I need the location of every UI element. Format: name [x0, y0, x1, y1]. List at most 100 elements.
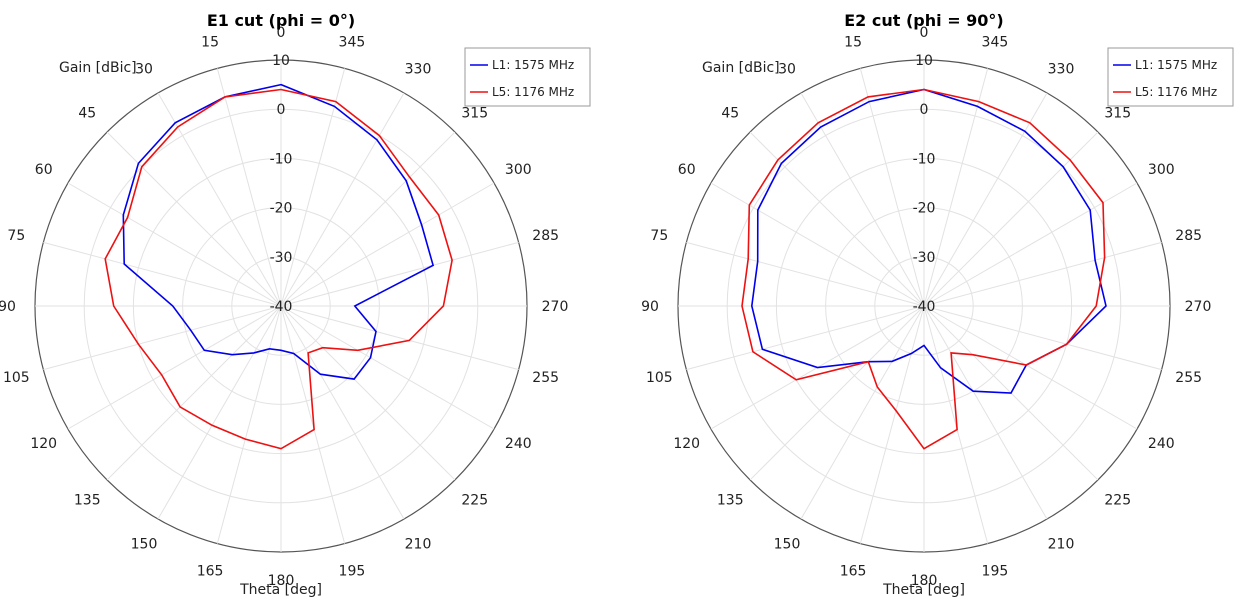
angle-tick-label: 300	[505, 162, 532, 178]
grid-spoke	[281, 306, 519, 370]
radial-tick-label: 0	[277, 102, 286, 118]
angle-tick-label: 255	[532, 370, 559, 386]
grid-spoke	[158, 306, 281, 519]
angle-tick-label: 330	[405, 62, 432, 78]
grid-spoke	[924, 242, 1162, 306]
angle-tick-label: 60	[35, 162, 53, 178]
angle-tick-label: 165	[840, 564, 867, 580]
grid-spoke	[924, 306, 1162, 370]
grid-spoke	[924, 306, 1047, 519]
grid-spoke	[68, 306, 281, 429]
grid-spoke	[750, 132, 924, 306]
radial-tick-label: -40	[913, 299, 936, 315]
angle-tick-label: 15	[201, 34, 219, 50]
angle-tick-label: 150	[774, 536, 801, 552]
grid-spoke	[860, 68, 924, 306]
angle-tick-label: 45	[721, 105, 739, 121]
angle-tick-label: 30	[135, 62, 153, 78]
grid-spoke	[801, 93, 924, 306]
angle-tick-label: 315	[1104, 105, 1131, 121]
radial-tick-label: 10	[915, 53, 933, 69]
radial-tick-label: -30	[270, 250, 293, 266]
grid-spoke	[107, 132, 281, 306]
grid-spoke	[686, 306, 924, 370]
grid-spoke	[281, 306, 455, 480]
angle-tick-label: 225	[461, 493, 488, 509]
angle-tick-label: 330	[1048, 62, 1075, 78]
angle-tick-label: 30	[778, 62, 796, 78]
legend-label: L1: 1575 MHz	[1135, 58, 1217, 72]
angle-tick-label: 15	[844, 34, 862, 50]
angle-tick-label: 60	[678, 162, 696, 178]
radial-tick-label: -40	[270, 299, 293, 315]
angle-tick-label: 45	[78, 105, 96, 121]
grid-spoke	[281, 242, 519, 306]
grid-spoke	[924, 68, 988, 306]
legend: L1: 1575 MHz L5: 1176 MHz	[465, 48, 590, 106]
angle-tick-label: 345	[339, 34, 366, 50]
grid-spoke	[924, 93, 1047, 306]
grid-spoke	[860, 306, 924, 544]
angle-tick-label: 195	[982, 564, 1009, 580]
grid-spoke	[281, 132, 455, 306]
grid-spoke	[281, 68, 345, 306]
grid-spoke	[281, 93, 404, 306]
radial-tick-label: -10	[270, 151, 293, 167]
angle-tick-label: 90	[0, 299, 16, 315]
angle-tick-label: 300	[1148, 162, 1175, 178]
angle-tick-label: 120	[673, 436, 700, 452]
angle-tick-label: 270	[542, 299, 569, 315]
grid-spoke	[801, 306, 924, 519]
angular-axis-label: Theta [deg]	[239, 582, 322, 598]
angle-tick-label: 135	[74, 493, 101, 509]
radial-axis-label: Gain [dBic]	[59, 60, 137, 76]
grid-spoke	[924, 183, 1137, 306]
grid-spoke	[217, 306, 281, 544]
grid-spoke	[281, 183, 494, 306]
angle-tick-label: 285	[532, 228, 559, 244]
angle-tick-label: 120	[30, 436, 57, 452]
angle-tick-label: 240	[1148, 436, 1175, 452]
grid-spoke	[281, 306, 345, 544]
angle-tick-label: 210	[1048, 536, 1075, 552]
angle-tick-label: 315	[461, 105, 488, 121]
grid-spoke	[43, 306, 281, 370]
grid-spoke	[158, 93, 281, 306]
angle-tick-label: 90	[641, 299, 659, 315]
angle-tick-label: 165	[197, 564, 224, 580]
grid-spoke	[217, 68, 281, 306]
angle-tick-label: 105	[3, 370, 30, 386]
radial-tick-label: 0	[920, 102, 929, 118]
angle-tick-label: 255	[1175, 370, 1202, 386]
series-line-l5	[742, 90, 1105, 449]
legend: L1: 1575 MHz L5: 1176 MHz	[1108, 48, 1233, 106]
angle-tick-label: 195	[339, 564, 366, 580]
legend-label: L1: 1575 MHz	[492, 58, 574, 72]
grid-spoke	[68, 183, 281, 306]
grid-spoke	[281, 306, 404, 519]
legend-label: L5: 1176 MHz	[1135, 85, 1217, 99]
angular-axis-label: Theta [deg]	[882, 582, 965, 598]
grid-spoke	[924, 132, 1098, 306]
chart-title: E2 cut (phi = 90°)	[844, 11, 1004, 30]
angle-tick-label: 210	[405, 536, 432, 552]
radial-tick-label: -10	[913, 151, 936, 167]
radial-tick-label: 10	[272, 53, 290, 69]
grid-spoke	[711, 183, 924, 306]
grid-spoke	[750, 306, 924, 480]
polar-chart-2: 10 0 -10 -20 -30 -40 0 15 30 45 60 75 90 105 120 135 150…	[641, 11, 1233, 598]
angle-tick-label: 345	[982, 34, 1009, 50]
angle-tick-label: 225	[1104, 493, 1131, 509]
grid-spoke	[686, 242, 924, 306]
angle-tick-label: 150	[131, 536, 158, 552]
radial-axis-label: Gain [dBic]	[702, 60, 780, 76]
angle-tick-label: 270	[1185, 299, 1212, 315]
angle-tick-label: 135	[717, 493, 744, 509]
grid-spoke	[924, 306, 988, 544]
angle-tick-label: 240	[505, 436, 532, 452]
radial-tick-label: -30	[913, 250, 936, 266]
angle-tick-label: 75	[7, 228, 25, 244]
angle-tick-label: 75	[650, 228, 668, 244]
radial-tick-label: -20	[270, 201, 293, 217]
